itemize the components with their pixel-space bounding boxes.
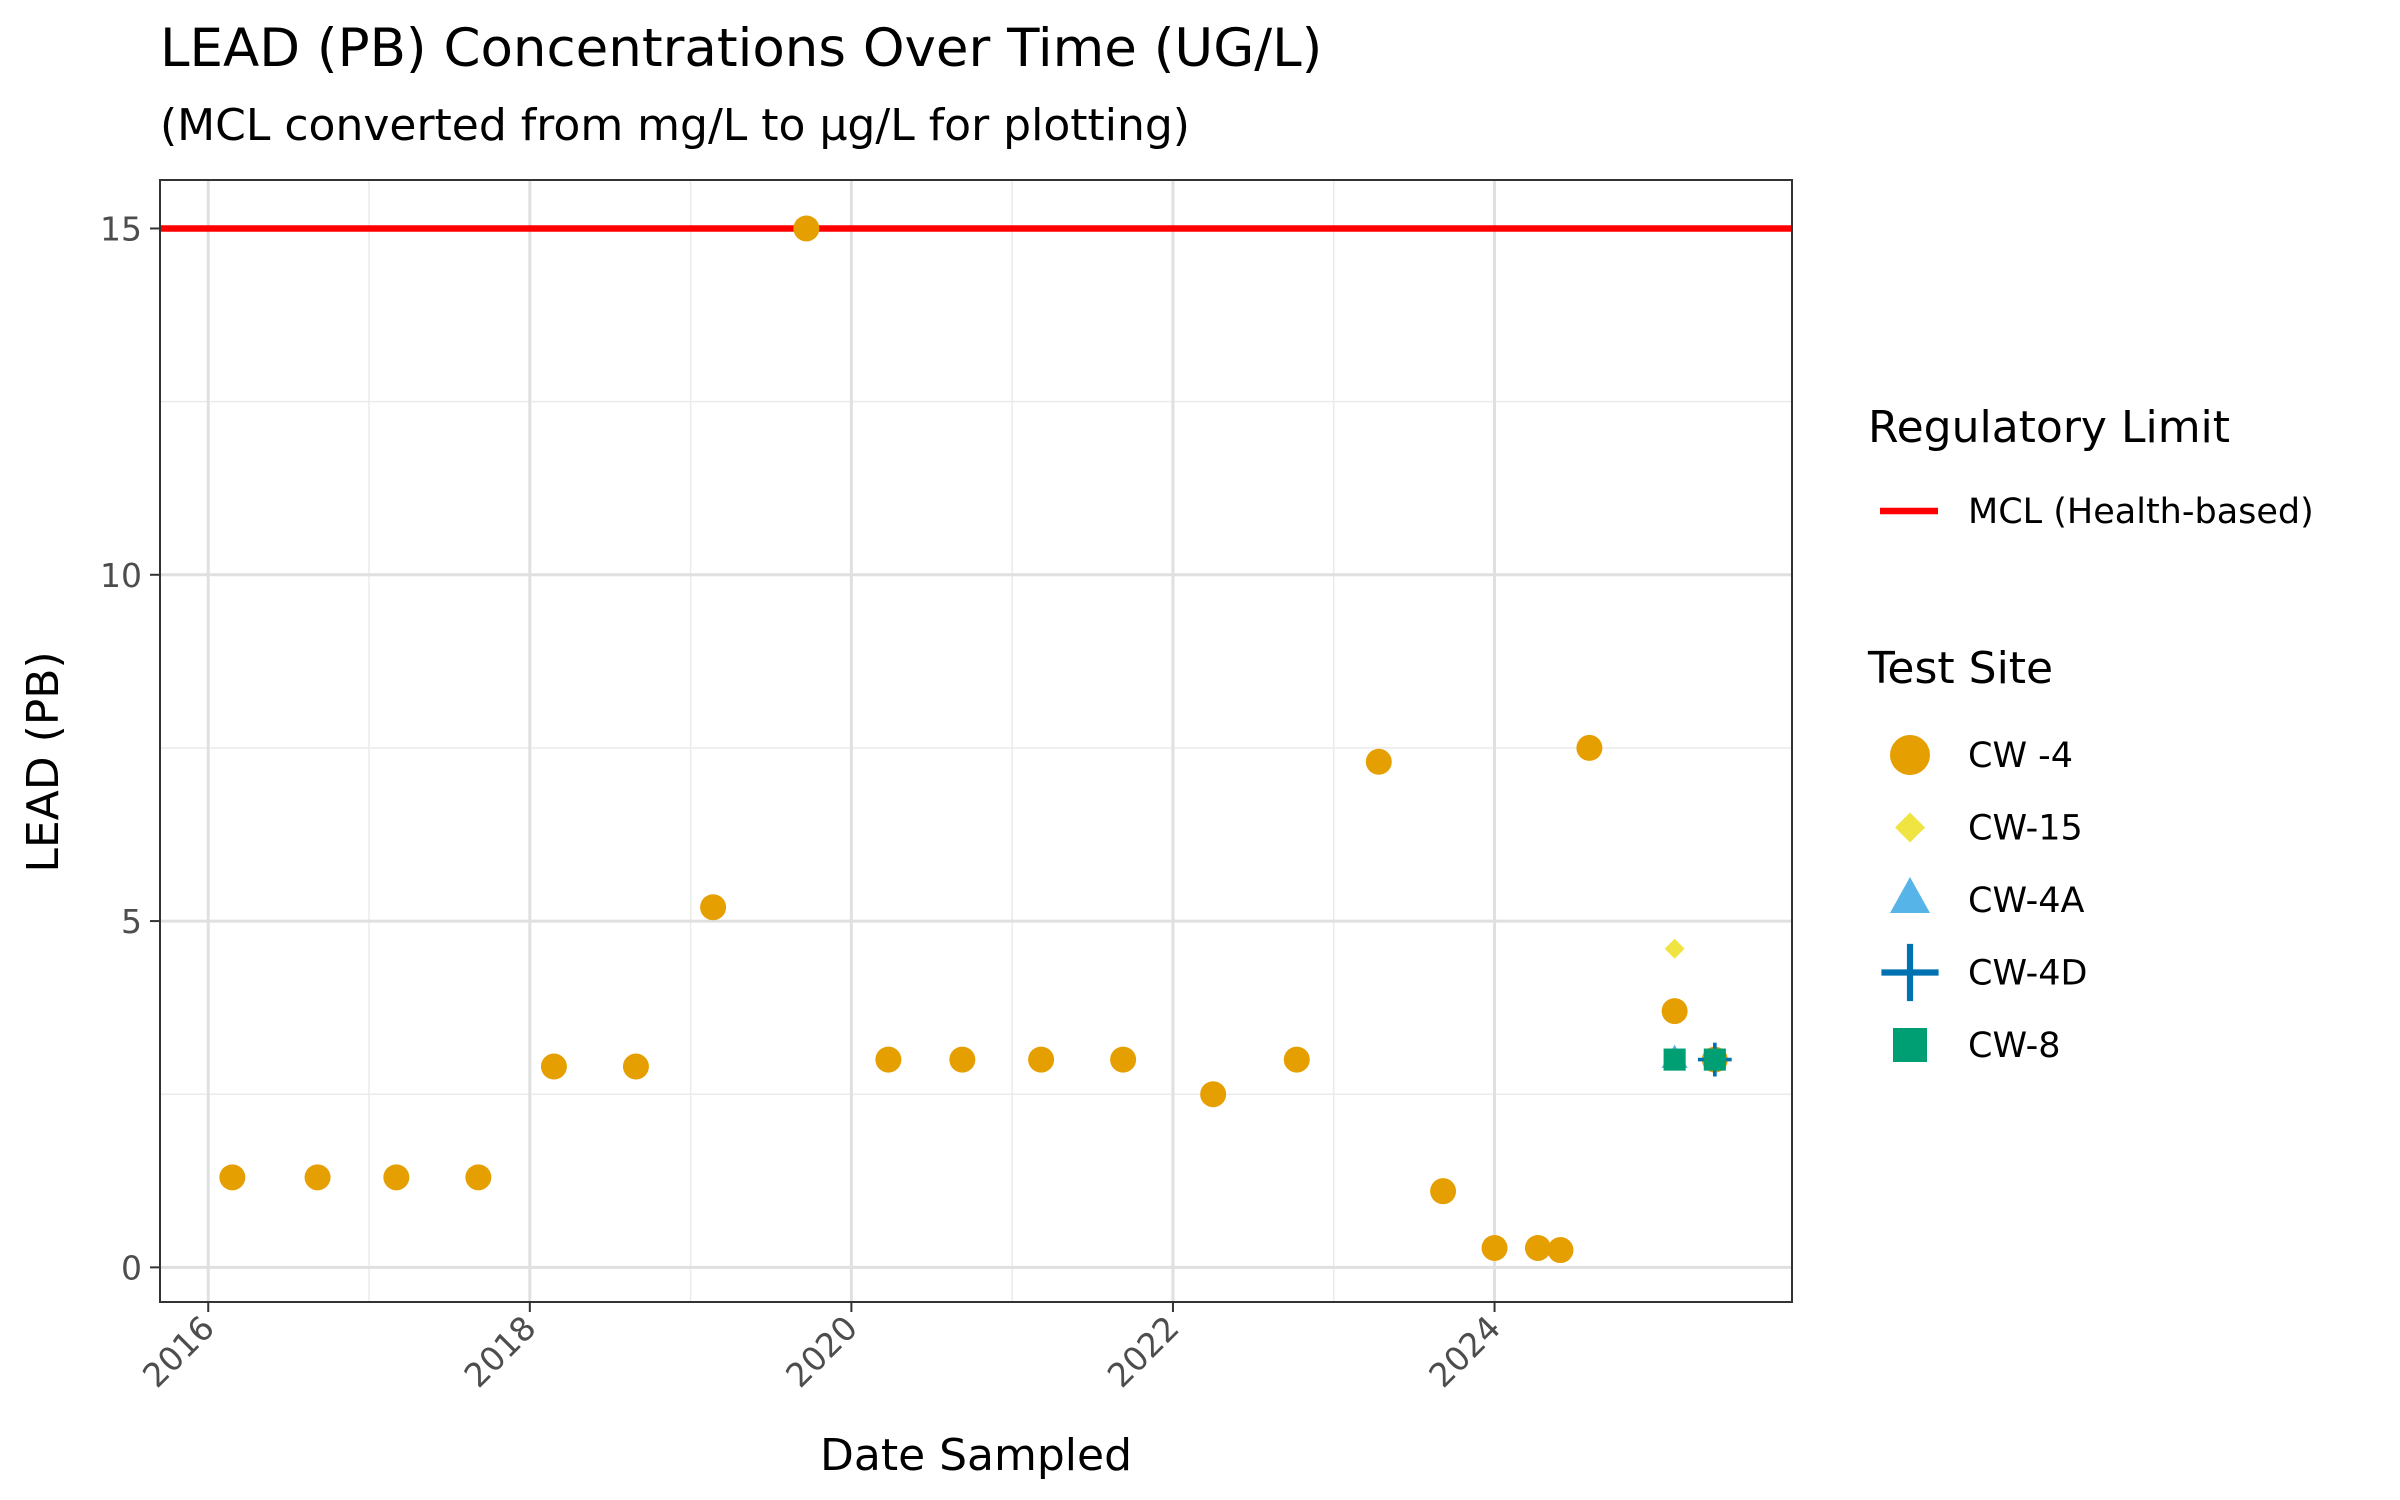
legend-label-cw4d: CW-4D (1968, 954, 2087, 994)
y-axis-ticks: 0 5 10 15 (100, 209, 160, 1287)
panel-frame (159, 179, 1793, 1303)
point-cw4 (1200, 1081, 1227, 1108)
legend-label-cw8: CW-8 (1968, 1026, 2061, 1066)
regulatory-legend-title: Regulatory Limit (1868, 402, 2230, 453)
point-cw8 (1703, 1048, 1726, 1071)
legend-label-cw4: CW -4 (1968, 736, 2073, 776)
point-cw15 (1664, 938, 1685, 959)
y-axis-title: LEAD (PB) (18, 651, 69, 872)
point-cw4 (1576, 734, 1603, 761)
legend-key-cw4d (1881, 943, 1939, 1002)
point-cw4 (1110, 1046, 1137, 1073)
point-cw4 (949, 1046, 976, 1073)
plot-panel (160, 180, 1792, 1302)
legend-key-cw15 (1895, 812, 1925, 843)
point-cw4 (1283, 1046, 1310, 1073)
test-site-legend-title: Test Site (1867, 643, 2053, 694)
point-cw4 (1365, 748, 1392, 775)
point-cw4 (1547, 1237, 1574, 1264)
x-tick-label: 2022 (1100, 1308, 1187, 1395)
point-cw4 (1481, 1234, 1508, 1261)
point-cw4 (304, 1164, 331, 1191)
regulatory-legend: Regulatory Limit MCL (Health-based) (1868, 402, 2314, 532)
legend-mcl-label: MCL (Health-based) (1968, 492, 2314, 532)
x-tick-label: 2016 (135, 1308, 222, 1395)
legend-label-cw15: CW-15 (1968, 809, 2083, 849)
legend-key-cw4a (1890, 877, 1930, 913)
point-cw4 (219, 1164, 246, 1191)
y-tick-label: 0 (121, 1248, 142, 1287)
point-cw4 (383, 1164, 410, 1191)
x-axis-title: Date Sampled (820, 1430, 1132, 1481)
point-cw4 (1028, 1046, 1055, 1073)
point-cw4 (1430, 1178, 1457, 1205)
chart-title: LEAD (PB) Concentrations Over Time (UG/L… (160, 18, 1322, 79)
point-cw4 (1661, 998, 1688, 1025)
legend-label-cw4a: CW-4A (1968, 881, 2085, 921)
panel-border (159, 179, 1793, 1303)
y-tick-label: 15 (100, 209, 142, 248)
point-cw4 (540, 1053, 567, 1080)
point-cw4 (622, 1053, 649, 1080)
data-points (219, 215, 1732, 1264)
test-site-legend: Test Site CW -4 CW-15 CW-4A CW-4D CW-8 (1867, 643, 2087, 1066)
point-cw4 (465, 1164, 492, 1191)
point-cw8 (1663, 1048, 1686, 1071)
chart-subtitle: (MCL converted from mg/L to µg/L for plo… (160, 100, 1190, 151)
y-tick-label: 5 (121, 902, 142, 941)
legend-key-cw4 (1890, 735, 1930, 775)
point-cw4 (1524, 1234, 1551, 1261)
panel-background (160, 180, 1792, 1302)
x-tick-label: 2018 (457, 1308, 544, 1395)
point-cw4 (700, 894, 727, 921)
x-axis-ticks: 2016 2018 2020 2022 2024 (135, 1302, 1508, 1395)
y-tick-label: 10 (100, 556, 142, 595)
legend-key-cw8 (1893, 1028, 1927, 1062)
x-tick-label: 2020 (778, 1308, 865, 1395)
point-cw4 (875, 1046, 902, 1073)
x-tick-label: 2024 (1421, 1308, 1508, 1395)
point-cw4 (793, 215, 820, 242)
